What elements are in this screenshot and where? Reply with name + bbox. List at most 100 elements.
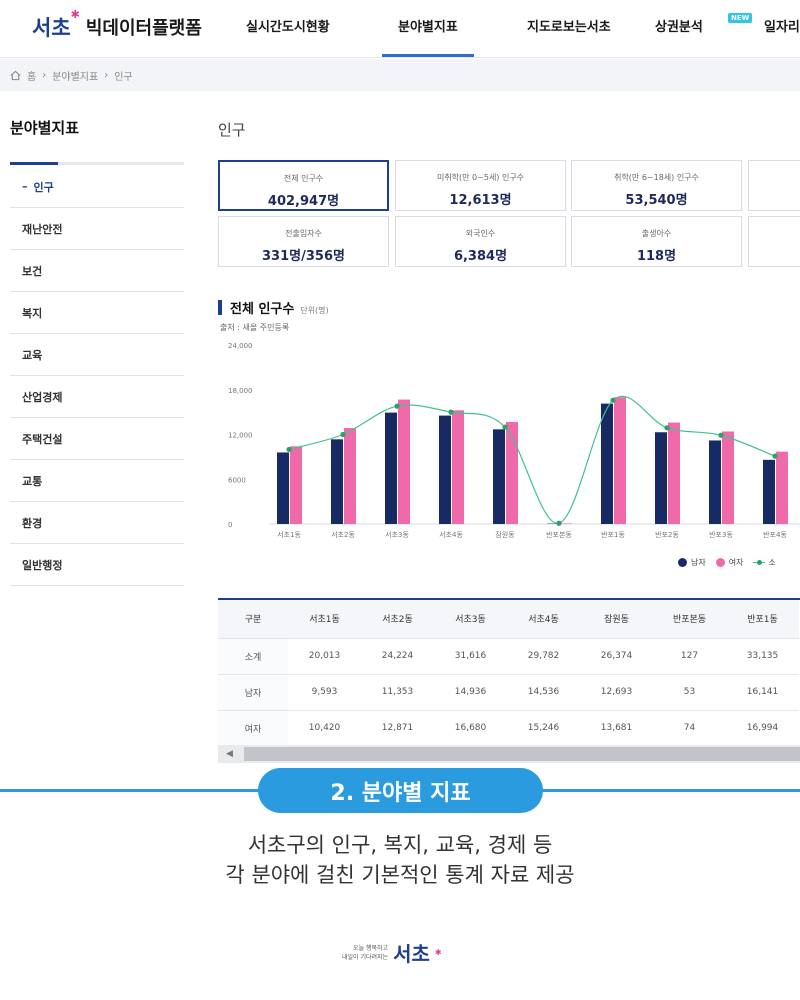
x-tick-label: 서초2동 (331, 530, 355, 539)
card-total-population[interactable]: 전체 인구수 402,947명 (218, 160, 389, 211)
table-header-cell: 서초3동 (434, 600, 507, 639)
sidebar-item-label: 보건 (22, 264, 43, 278)
x-tick-label: 반포4동 (763, 530, 787, 539)
bar-female (506, 421, 518, 524)
sidebar-item-welfare[interactable]: 복지 (10, 292, 184, 334)
table-cell: 11,353 (361, 674, 434, 711)
y-tick-label: 24,000 (228, 342, 253, 350)
site-logo[interactable]: 서초 ✱ 빅데이터플랫폼 (32, 8, 202, 42)
nav-commercial-analysis[interactable]: 상권분석 (655, 20, 703, 35)
sidebar-item-environment[interactable]: 환경 (10, 502, 184, 544)
legend-male[interactable]: 남자 (678, 557, 706, 568)
card-school-age-population[interactable]: 취학(만 6~18세) 인구수 53,540명 (571, 160, 742, 211)
sidebar-item-label: 주택건설 (22, 432, 63, 446)
chart-unit: 단위(명) (300, 306, 329, 315)
nav-map-seocho[interactable]: 지도로보는서초 (527, 20, 611, 35)
bar-female (452, 410, 464, 524)
caption-description: 서초구의 인구, 복지, 교육, 경제 등 각 분야에 걸친 기본적인 통계 자… (0, 830, 800, 890)
table-cell: 127 (653, 638, 726, 675)
total-series-point (664, 425, 670, 431)
breadcrumb-current: 인구 (114, 71, 133, 83)
sidebar-item-education[interactable]: 교육 (10, 334, 184, 376)
sidebar-item-label: 일반행정 (22, 558, 63, 572)
sidebar-item-administration[interactable]: 일반행정 (10, 544, 184, 586)
sidebar-item-label: 인구 (33, 180, 54, 194)
card-births[interactable]: 출생아수 118명 (571, 216, 742, 267)
footer-slogan: 오늘 행복하고 내일이 기다려지는 (342, 944, 388, 962)
bar-male (655, 432, 667, 524)
table-cell: 소계 (218, 638, 288, 675)
total-series-point (610, 397, 616, 403)
chevron-right-icon: › (42, 69, 47, 81)
breadcrumb-home[interactable]: 홈 (27, 71, 37, 83)
table-cell: 16,141 (726, 674, 799, 711)
sidebar-menu: – 인구 재난안전 보건 복지 교육 산업경제 주택건설 교통 환경 일반행정 (10, 166, 184, 586)
legend-label: 여자 (728, 558, 744, 567)
breadcrumb: 홈 › 분야별지표 › 인구 (0, 59, 800, 91)
sidebar-item-label: 복지 (22, 306, 43, 320)
table-cell: 15,246 (507, 710, 580, 747)
card-partial[interactable] (748, 216, 800, 267)
sidebar-item-housing[interactable]: 주택건설 (10, 418, 184, 460)
sidebar-item-label: 산업경제 (22, 390, 63, 404)
sidebar-item-disaster-safety[interactable]: 재난안전 (10, 208, 184, 250)
legend-female[interactable]: 여자 (715, 557, 744, 568)
sidebar-item-traffic[interactable]: 교통 (10, 460, 184, 502)
total-series-point (394, 403, 400, 409)
scrollbar-thumb[interactable] (244, 747, 800, 761)
breadcrumb-field[interactable]: 분야별지표 (52, 71, 99, 83)
caption-line-2: 각 분야에 걸친 기본적인 통계 자료 제공 (225, 863, 575, 887)
card-move-in-out[interactable]: 전출입자수 331명/356명 (218, 216, 389, 267)
table-cell: 12,693 (580, 674, 653, 711)
table-cell: 9,593 (288, 674, 361, 711)
sidebar-title: 분야별지표 (10, 119, 80, 137)
bar-male (277, 452, 289, 524)
logo-subtitle: 빅데이터플랫폼 (85, 18, 202, 39)
table-cell: 53 (653, 674, 726, 711)
total-series-point (502, 424, 508, 430)
card-preschool-population[interactable]: 미취학(만 0~5세) 인구수 12,613명 (395, 160, 566, 211)
total-series-point (448, 409, 454, 415)
legend-male-swatch (678, 558, 687, 567)
table-cell: 29,782 (507, 638, 580, 675)
table-header-cell: 서초1동 (288, 600, 361, 639)
sidebar-item-label: 재난안전 (22, 222, 63, 236)
total-series-line (288, 395, 776, 524)
horizontal-scrollbar[interactable]: ◀ (218, 745, 800, 763)
caption-badge: 2. 분야별 지표 (258, 768, 543, 813)
total-series-point (718, 432, 724, 438)
bar-female (614, 397, 626, 524)
top-navigation: 서초 ✱ 빅데이터플랫폼 실시간도시현황 분야별지표 지도로보는서초 상권분석 … (0, 0, 800, 58)
bar-female (398, 399, 410, 524)
table-cell: 31,616 (434, 638, 507, 675)
dash-icon: – (22, 180, 28, 193)
table-cell: 33,135 (726, 638, 799, 675)
card-foreigners[interactable]: 외국인수 6,384명 (395, 216, 566, 267)
sidebar-item-industry-economy[interactable]: 산업경제 (10, 376, 184, 418)
bar-female (668, 422, 680, 524)
sidebar-item-health[interactable]: 보건 (10, 250, 184, 292)
table-cell: 10,420 (288, 710, 361, 747)
scroll-left-icon[interactable]: ◀ (226, 749, 233, 759)
bar-female (344, 428, 356, 524)
table-cell: 13,681 (580, 710, 653, 747)
nav-jobs[interactable]: 일자리 (764, 20, 800, 35)
new-badge: NEW (728, 13, 753, 23)
card-label: 전출입자수 (285, 229, 322, 238)
table-row: 소계 20,013 24,224 31,616 29,782 26,374 127 33,13… (218, 638, 799, 675)
nav-realtime-city[interactable]: 실시간도시현황 (246, 20, 330, 35)
home-icon[interactable] (10, 70, 21, 81)
card-partial[interactable] (748, 160, 800, 211)
nav-field-indicators[interactable]: 분야별지표 (382, 16, 474, 57)
x-tick-label: 잠원동 (495, 530, 515, 539)
legend-line-swatch (753, 558, 766, 567)
footer-slogan-line-2: 내일이 기다려지는 (342, 953, 389, 961)
table-header-cell: 반포1동 (726, 600, 799, 639)
sidebar-item-population[interactable]: – 인구 (10, 166, 184, 208)
sidebar-item-label: 환경 (22, 516, 43, 530)
legend-total[interactable]: 소 (753, 557, 776, 568)
bar-male (385, 412, 397, 524)
card-value: 118명 (636, 249, 677, 264)
bar-male (439, 415, 451, 524)
card-value: 402,947명 (267, 194, 340, 209)
